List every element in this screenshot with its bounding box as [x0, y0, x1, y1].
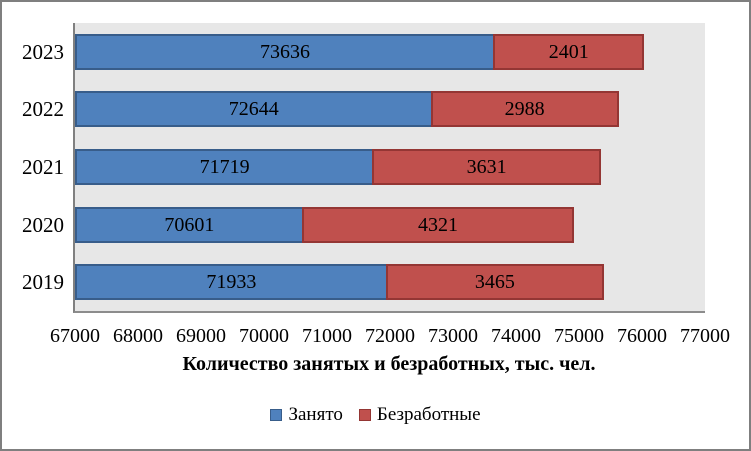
plot-area: 73636 2401 72644 2988 71719 3631 70601 4321 7193… [73, 23, 705, 313]
x-axis-tick-70000: 70000 [239, 325, 289, 347]
y-axis-category-labels: 2023 2022 2021 2020 2019 [2, 23, 64, 309]
legend-item-employed: Занято [270, 404, 343, 426]
x-axis-tick-68000: 68000 [113, 325, 163, 347]
bar-segment-unemployed-2019: 3465 [385, 264, 605, 301]
legend-label-employed: Занято [288, 404, 343, 425]
x-axis-tick-67000: 67000 [50, 325, 100, 347]
bar-segment-employed-2020: 70601 [75, 206, 302, 243]
x-axis-tick-labels: 67000 68000 69000 70000 71000 72000 73000 74000… [50, 324, 730, 348]
x-axis-tick-69000: 69000 [176, 325, 226, 347]
legend-label-unemployed: Безработные [376, 404, 481, 425]
legend-item-unemployed: Безработные [358, 404, 481, 426]
y-axis-label-2019: 2019 [22, 270, 64, 295]
x-axis-tick-73000: 73000 [428, 325, 478, 347]
x-axis-tick-77000: 77000 [680, 325, 730, 347]
bar-segment-employed-2023: 73636 [75, 33, 494, 70]
x-axis-title: Количество занятых и безработных, тыс. ч… [182, 353, 596, 375]
legend-swatch-unemployed-icon [358, 409, 371, 421]
y-axis-label-2020: 2020 [22, 212, 64, 237]
x-axis-tick-76000: 76000 [617, 325, 667, 347]
bar-segment-unemployed-2022: 2988 [430, 91, 619, 128]
bar-segment-unemployed-2021: 3631 [372, 149, 602, 185]
legend: Занято Безработные [2, 402, 749, 428]
x-axis-tick-75000: 75000 [554, 325, 604, 347]
bar-segment-unemployed-2023: 2401 [493, 33, 645, 70]
bar-segment-unemployed-2020: 4321 [301, 206, 575, 243]
x-axis-tick-74000: 74000 [491, 325, 541, 347]
y-axis-label-2022: 2022 [22, 97, 64, 122]
x-axis-tick-72000: 72000 [365, 325, 415, 347]
y-axis-label-2023: 2023 [22, 39, 64, 64]
bar-segment-employed-2022: 72644 [75, 91, 431, 128]
bar-segment-employed-2021: 71719 [75, 149, 373, 185]
legend-swatch-employed-icon [270, 409, 283, 421]
y-axis-label-2021: 2021 [22, 155, 64, 179]
bar-segment-employed-2019: 71933 [75, 264, 386, 301]
x-axis-tick-71000: 71000 [302, 325, 352, 347]
